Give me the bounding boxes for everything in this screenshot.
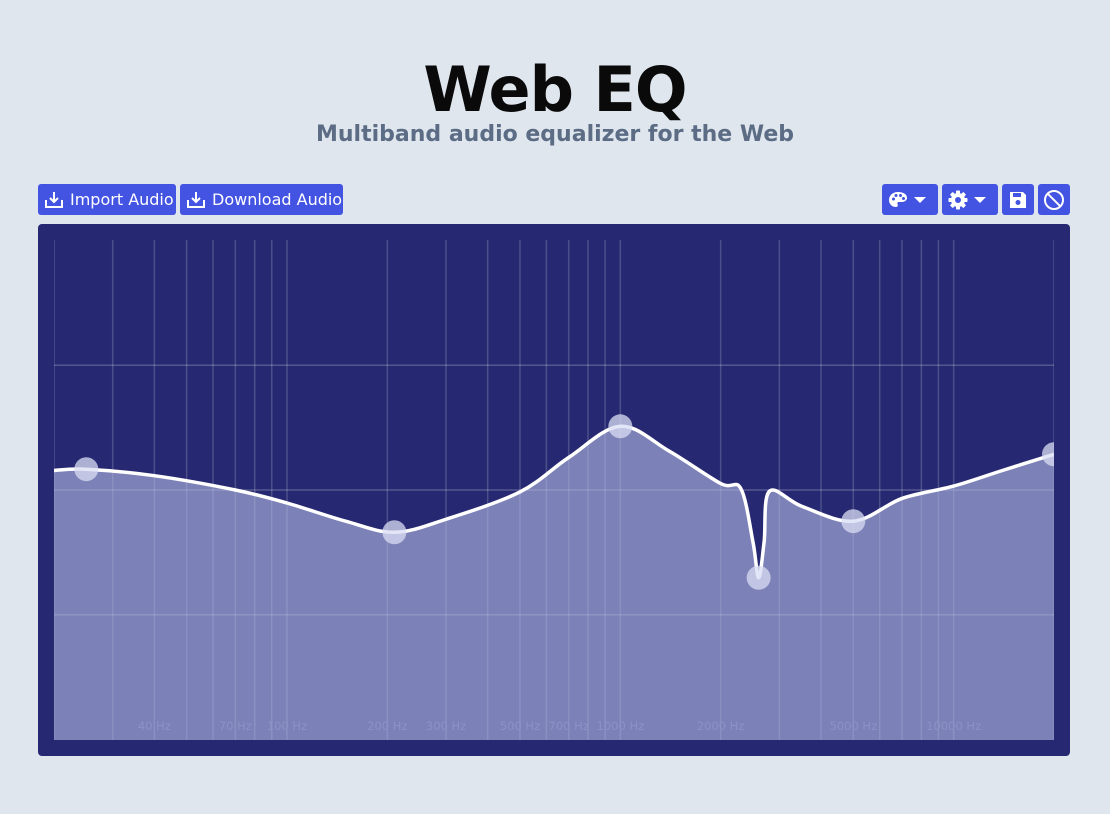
frequency-label: 70 Hz xyxy=(219,719,252,733)
ban-icon xyxy=(1043,189,1065,211)
eq-band-handle[interactable] xyxy=(74,457,99,482)
theme-palette-dropdown[interactable] xyxy=(882,184,938,215)
save-preset-button[interactable] xyxy=(1002,184,1034,215)
chevron-down-icon xyxy=(914,196,926,204)
frequency-label: 700 Hz xyxy=(549,719,589,733)
import-icon xyxy=(44,190,64,210)
download-audio-button[interactable]: Download Audio xyxy=(180,184,343,215)
frequency-label: 10000 Hz xyxy=(926,719,981,733)
floppy-disk-icon xyxy=(1008,190,1028,210)
frequency-label: 500 Hz xyxy=(500,719,540,733)
eq-band-handle[interactable] xyxy=(1042,442,1054,467)
frequency-label: 100 Hz xyxy=(267,719,307,733)
frequency-label: 40 Hz xyxy=(138,719,171,733)
frequency-label: 200 Hz xyxy=(367,719,407,733)
download-audio-label: Download Audio xyxy=(212,190,343,209)
download-icon xyxy=(186,190,206,210)
eq-band-handle[interactable] xyxy=(841,509,866,534)
app-subtitle: Multiband audio equalizer for the Web xyxy=(316,122,794,147)
eq-frequency-response-chart[interactable]: 40 Hz 70 Hz 100 Hz 200 Hz 300 Hz 500 Hz 700 Hz… xyxy=(54,240,1054,740)
frequency-label: 2000 Hz xyxy=(697,719,745,733)
frequency-label: 5000 Hz xyxy=(830,719,878,733)
eq-band-handle[interactable] xyxy=(746,565,771,590)
eq-response-fill xyxy=(54,426,1054,740)
eq-panel: 40 Hz 70 Hz 100 Hz 200 Hz 300 Hz 500 Hz 700 Hz… xyxy=(38,224,1070,756)
settings-dropdown[interactable] xyxy=(942,184,998,215)
import-audio-label: Import Audio xyxy=(70,190,174,209)
frequency-label: 1000 Hz xyxy=(597,719,645,733)
gear-icon xyxy=(948,190,968,210)
chevron-down-icon xyxy=(974,196,986,204)
app-title: Web EQ xyxy=(423,53,687,126)
eq-band-handle[interactable] xyxy=(382,520,407,545)
eq-band-handle[interactable] xyxy=(608,414,633,439)
palette-icon xyxy=(888,190,908,210)
disable-eq-button[interactable] xyxy=(1038,184,1070,215)
import-audio-button[interactable]: Import Audio xyxy=(38,184,176,215)
frequency-label: 300 Hz xyxy=(426,719,466,733)
